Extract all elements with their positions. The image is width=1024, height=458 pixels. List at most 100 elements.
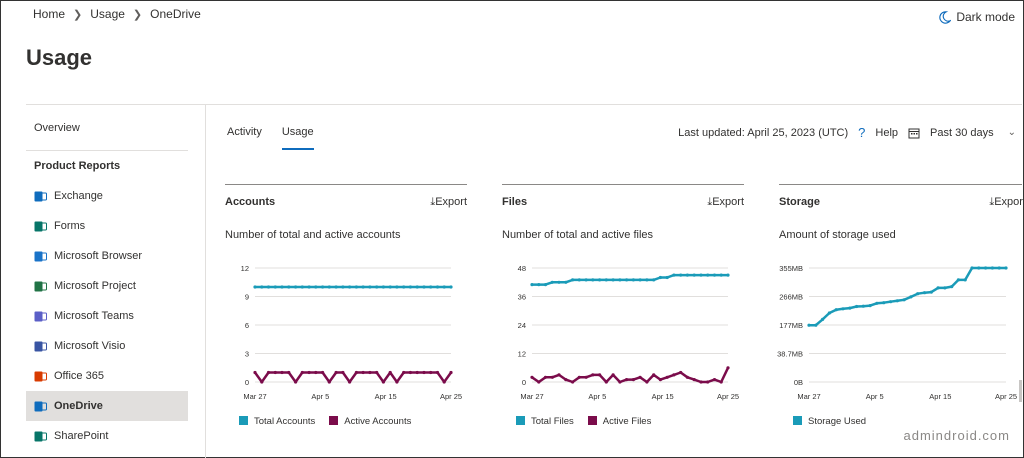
x-tick-label: Mar 27 (520, 392, 543, 401)
sidebar-item-microsoft-browser[interactable]: Microsoft Browser (26, 241, 188, 271)
accounts-line-chart: 0 3 6 9 12 Mar 27 Apr 5 Apr 15 Apr 25 (241, 264, 462, 401)
data-point (726, 273, 730, 277)
storage-line-chart: 0B 38.7MB 177MB 266MB 355MB Mar 27 Apr 5 Apr 15… (777, 264, 1017, 401)
sidebar-item-exchange[interactable]: Exchange (26, 181, 188, 211)
sidebar-item-microsoft-visio[interactable]: Microsoft Visio (26, 331, 188, 361)
report-toolbar: Last updated: April 25, 2023 (UTC) ? Hel… (678, 125, 1016, 140)
data-point (537, 283, 541, 287)
data-point (929, 290, 933, 294)
data-point (314, 285, 318, 289)
data-point (895, 299, 899, 303)
data-point (645, 278, 649, 282)
data-point (381, 285, 385, 289)
data-point (584, 375, 588, 379)
accounts-card-title: Accounts (225, 196, 276, 208)
data-point (408, 285, 412, 289)
data-point (402, 285, 406, 289)
download-icon: ⤓ (707, 196, 713, 208)
breadcrumb-usage[interactable]: Usage (90, 7, 125, 21)
y-tick-label: 355MB (779, 264, 803, 273)
data-point (618, 380, 622, 384)
data-point (719, 273, 723, 277)
sidebar-item-label: Microsoft Teams (54, 310, 134, 322)
breadcrumb-home[interactable]: Home (33, 7, 66, 21)
tab-activity[interactable]: Activity (227, 126, 262, 138)
data-point (821, 317, 825, 321)
data-point (1004, 266, 1008, 270)
data-point (997, 266, 1001, 270)
sidebar-item-sharepoint[interactable]: SharePoint (26, 421, 188, 451)
legend-item[interactable]: Active Accounts (329, 416, 411, 427)
storage-card-title: Storage (779, 196, 820, 208)
tab-usage[interactable]: Usage (281, 126, 314, 150)
data-point (679, 273, 683, 277)
legend-item[interactable]: Active Files (587, 416, 651, 427)
y-tick-label: 3 (245, 350, 249, 359)
files-line-chart: 0 12 24 36 48 Mar 27 Apr 5 Apr 15 Apr 25 (518, 264, 739, 401)
sidebar-item-microsoft-teams[interactable]: Microsoft Teams (26, 301, 188, 331)
chevron-right-icon: ❯ (132, 8, 143, 21)
data-point (260, 285, 264, 289)
data-point (638, 278, 642, 282)
data-point (429, 285, 433, 289)
data-point (395, 380, 399, 384)
data-point (963, 278, 967, 282)
project-icon (34, 280, 47, 293)
legend-item[interactable]: Total Files (516, 416, 574, 427)
legend-item[interactable]: Storage Used (793, 416, 866, 427)
accounts-export-button[interactable]: ⤓Export (430, 196, 467, 209)
data-point (902, 298, 906, 302)
data-point (699, 380, 703, 384)
data-point (834, 308, 838, 312)
data-point (604, 278, 608, 282)
sidebar-item-microsoft-project[interactable]: Microsoft Project (26, 271, 188, 301)
legend-item[interactable]: Total Accounts (239, 416, 315, 427)
data-point (375, 285, 379, 289)
card-divider (225, 184, 467, 185)
data-point (564, 280, 568, 284)
data-point (936, 286, 940, 290)
help-icon[interactable]: ? (858, 125, 866, 140)
data-point (706, 380, 710, 384)
sidebar-item-office-365[interactable]: Office 365 (26, 361, 188, 391)
data-point (584, 278, 588, 282)
data-point (334, 285, 338, 289)
data-point (658, 378, 662, 382)
dark-mode-toggle[interactable]: Dark mode (938, 10, 1015, 24)
x-tick-label: Apr 15 (375, 392, 397, 401)
data-point (253, 285, 257, 289)
data-point (922, 291, 927, 295)
help-link[interactable]: Help (875, 126, 899, 139)
data-point (314, 370, 318, 375)
sidebar-item-label: OneDrive (54, 400, 103, 412)
data-point (266, 285, 271, 289)
data-point (916, 292, 920, 296)
scrollbar[interactable] (1019, 380, 1022, 402)
data-point (950, 285, 954, 289)
sidebar-item-overview[interactable]: Overview (34, 122, 80, 134)
date-range-select[interactable]: Past 30 days (930, 126, 994, 139)
data-point (334, 370, 338, 375)
sidebar-item-onedrive[interactable]: OneDrive (26, 391, 188, 421)
files-export-button[interactable]: ⤓Export (707, 196, 744, 209)
storage-export-button[interactable]: ⤓Export (989, 196, 1024, 209)
x-tick-label: Apr 15 (929, 392, 951, 401)
data-point (375, 370, 379, 375)
chevron-down-icon[interactable]: ⌄ (1007, 127, 1016, 138)
data-point (368, 285, 372, 289)
y-tick-label: 12 (518, 350, 526, 359)
data-point (266, 370, 271, 375)
x-tick-label: Apr 15 (652, 392, 674, 401)
data-point (294, 380, 298, 384)
data-point (543, 375, 548, 379)
data-point (984, 266, 988, 270)
data-point (882, 301, 886, 305)
data-point (611, 278, 615, 282)
data-point (807, 323, 811, 327)
data-point (861, 304, 865, 308)
storage-chart-subtitle: Amount of storage used (779, 229, 896, 241)
y-tick-label: 177MB (779, 321, 803, 330)
breadcrumb: Home ❯ Usage ❯ OneDrive (33, 7, 201, 21)
onedrive-icon (34, 400, 47, 413)
sidebar-item-forms[interactable]: Forms (26, 211, 188, 241)
